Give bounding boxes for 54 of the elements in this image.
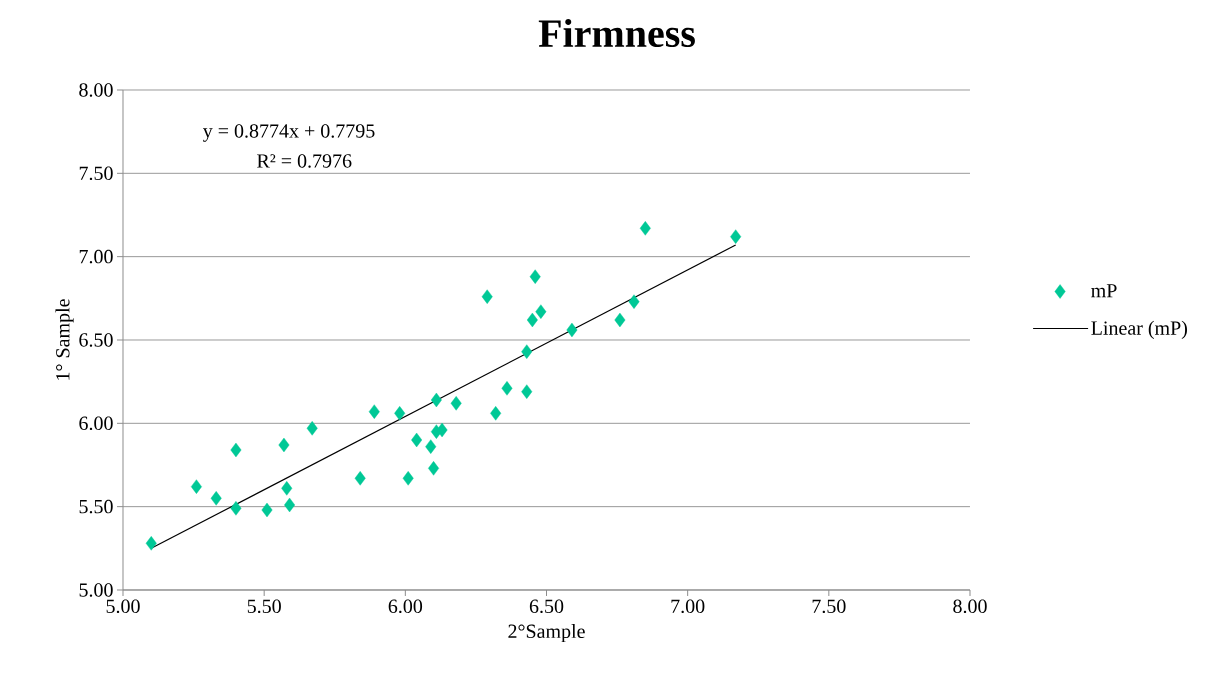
point bbox=[490, 406, 502, 421]
point bbox=[230, 501, 242, 516]
point bbox=[210, 491, 222, 506]
point bbox=[521, 384, 533, 399]
point bbox=[529, 269, 541, 284]
x-tick-label: 6.00 bbox=[388, 599, 423, 614]
x-tick-label: 7.00 bbox=[671, 599, 705, 614]
point bbox=[394, 406, 406, 421]
legend-label: Linear (mP) bbox=[1091, 320, 1187, 339]
y-tick-label: 8.00 bbox=[79, 83, 113, 97]
point bbox=[230, 442, 242, 458]
x-tick-label: 8.00 bbox=[953, 599, 987, 614]
point bbox=[428, 461, 440, 476]
point bbox=[430, 392, 442, 408]
point bbox=[628, 294, 640, 309]
point bbox=[411, 432, 423, 448]
y-axis-title: 1° Sample bbox=[55, 299, 74, 380]
point bbox=[481, 289, 493, 304]
point bbox=[306, 421, 318, 436]
point bbox=[526, 312, 538, 328]
x-tick-label: 6.50 bbox=[529, 599, 564, 614]
legend-label: mP bbox=[1091, 284, 1117, 298]
annotation: y = 0.8774x + 0.7795 bbox=[202, 124, 375, 142]
point bbox=[614, 312, 626, 328]
point bbox=[639, 221, 651, 236]
point bbox=[730, 229, 742, 244]
chart-title: Firmness bbox=[538, 18, 695, 48]
x-tick-label: 7.50 bbox=[812, 599, 846, 614]
point bbox=[425, 439, 437, 454]
point bbox=[284, 497, 296, 513]
x-tick-label: 5.00 bbox=[106, 599, 140, 614]
y-tick-label: 5.50 bbox=[79, 499, 113, 514]
point bbox=[501, 381, 513, 396]
x-axis-title: 2°Sample bbox=[508, 623, 585, 643]
point bbox=[261, 502, 273, 518]
y-tick-label: 6.00 bbox=[79, 416, 113, 431]
point bbox=[145, 536, 157, 551]
point bbox=[190, 479, 202, 494]
point bbox=[281, 481, 293, 496]
point bbox=[278, 437, 290, 453]
annotation: R² = 0.7976 bbox=[257, 154, 352, 168]
y-tick-label: 6.50 bbox=[79, 333, 113, 347]
point bbox=[535, 304, 547, 319]
point bbox=[354, 471, 366, 486]
y-tick-label: 7.00 bbox=[79, 249, 113, 264]
point bbox=[402, 471, 414, 486]
point bbox=[450, 396, 462, 411]
point bbox=[368, 404, 380, 419]
y-tick-label: 7.50 bbox=[79, 166, 113, 181]
point bbox=[521, 344, 533, 359]
point bbox=[566, 322, 578, 338]
x-tick-label: 5.50 bbox=[247, 599, 281, 614]
point bbox=[436, 422, 448, 438]
y-tick-label: 5.00 bbox=[79, 583, 113, 597]
